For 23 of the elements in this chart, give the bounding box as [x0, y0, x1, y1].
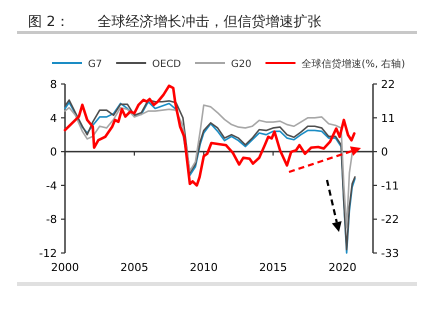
- x-tick-label: 2010: [190, 261, 218, 274]
- y-tick-label: -12: [39, 247, 57, 260]
- y2-tick-label: 11: [381, 112, 395, 125]
- legend-label: G7: [88, 59, 102, 70]
- legend-label: G20: [231, 59, 252, 70]
- y-tick-label: 0: [50, 146, 57, 159]
- y-tick-label: -8: [46, 213, 57, 226]
- y-tick-label: -4: [46, 179, 57, 192]
- x-tick-label: 2015: [259, 261, 288, 274]
- line-series: [64, 84, 356, 187]
- legend-label: 全球信贷增速(%, 右轴): [301, 58, 406, 70]
- y2-tick-label: -33: [381, 247, 399, 260]
- x-tick-label: 2005: [120, 261, 148, 274]
- chart-title: 图 2： 全球经济增长冲击，但信贷增速扩张: [28, 14, 322, 30]
- y2-tick-label: 22: [381, 78, 395, 91]
- legend-label: OECD: [152, 59, 182, 70]
- x-tick-label: 2000: [51, 261, 79, 274]
- y-tick-label: 4: [50, 112, 57, 125]
- y2-tick-label: 0: [381, 146, 388, 159]
- y2-tick-label: -22: [381, 213, 399, 226]
- x-tick-label: 2020: [328, 261, 356, 274]
- y2-tick-label: -11: [381, 179, 399, 192]
- y-tick-label: 8: [50, 78, 57, 91]
